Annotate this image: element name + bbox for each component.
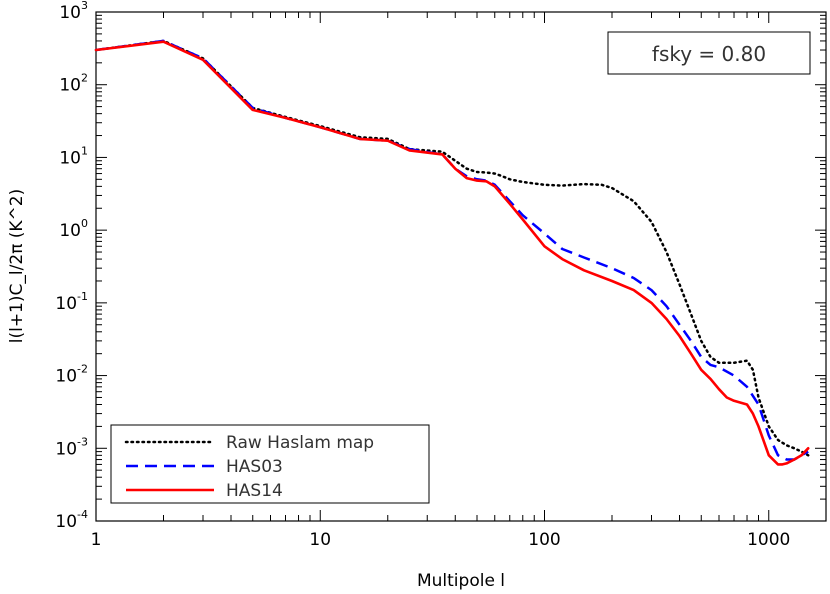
legend-label-has14: HAS14	[226, 481, 283, 501]
y-tick-label: 103	[59, 0, 88, 23]
annotation-box: fsky = 0.80	[607, 31, 811, 75]
y-tick-label: 101	[59, 144, 88, 168]
plot-frame	[95, 11, 827, 522]
x-axis-title: Multipole l	[417, 571, 505, 591]
y-tick-label: 102	[59, 72, 88, 96]
x-tick-labels: 1 10 100 1000	[91, 530, 791, 550]
legend-label-raw: Raw Haslam map	[226, 433, 374, 453]
y-tick-labels: 10-4 10-3 10-2 10-1 100 101 102 103	[55, 0, 88, 532]
y-tick-label: 10-1	[55, 290, 88, 314]
y-tick-label: 10-3	[55, 435, 88, 459]
x-tick-label: 10	[309, 530, 331, 550]
annotation-frame	[607, 31, 811, 75]
y-tick-label: 10-4	[55, 508, 88, 532]
raw-haslam-map-line	[94, 39, 810, 457]
y-tick-label: 10-2	[55, 363, 88, 387]
x-tick-label: 100	[528, 530, 560, 550]
has14-line	[94, 40, 810, 466]
y-tick-label: 100	[59, 217, 88, 241]
legend: Raw Haslam map HAS03 HAS14	[110, 424, 430, 504]
series-lines	[94, 39, 810, 466]
x-tick-label: 1	[91, 530, 102, 550]
annotation-text: fsky = 0.80	[652, 42, 766, 66]
axis-ticks	[95, 11, 826, 522]
y-axis-title: l(l+1)C_l/2π (K^2)	[7, 189, 27, 344]
x-tick-label: 1000	[747, 530, 790, 550]
legend-label-has03: HAS03	[226, 457, 283, 477]
has03-line	[95, 39, 809, 461]
